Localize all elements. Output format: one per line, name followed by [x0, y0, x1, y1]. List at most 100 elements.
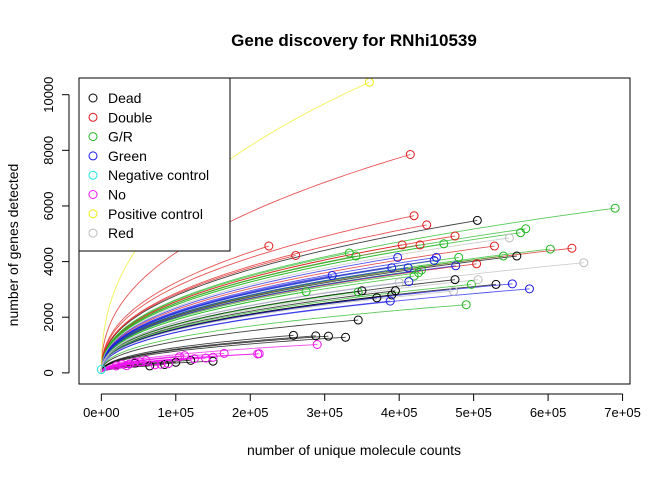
point-green-8: [507, 279, 517, 289]
point-dead-12: [288, 330, 298, 340]
point-no-5: [201, 353, 211, 363]
curve-red-2: [100, 279, 479, 373]
points-layer: [96, 77, 620, 375]
x-axis-label: number of unique molecule counts: [247, 442, 461, 458]
y-tick-label: 10000: [41, 77, 56, 113]
legend-label: Red: [108, 225, 134, 241]
point-dead-0: [512, 251, 522, 261]
x-tick-label: 0e+00: [83, 405, 120, 420]
x-tick-label: 2e+05: [232, 405, 269, 420]
point-double-1: [409, 211, 419, 221]
curve-dead-8: [100, 319, 359, 373]
legend-label: Negative control: [108, 167, 209, 183]
point-red-3: [449, 286, 459, 296]
point-g-r-8: [414, 268, 424, 278]
chart-title: Gene discovery for RNhi10539: [231, 31, 477, 50]
point-no-0: [312, 340, 322, 349]
point-no-13: [135, 357, 145, 367]
y-tick-label: 2000: [41, 303, 56, 332]
point-no-11: [150, 360, 160, 370]
point-g-r-3: [545, 244, 555, 254]
y-tick-label: 4000: [41, 247, 56, 276]
legend-marker: [88, 112, 98, 122]
curve-double-5: [100, 247, 572, 373]
point-g-r-10: [466, 279, 476, 289]
point-double-9: [291, 250, 301, 260]
point-g-r-4: [498, 251, 508, 261]
point-green-2: [429, 255, 439, 265]
point-double-4: [489, 241, 499, 251]
point-negative-control-0: [96, 365, 106, 375]
point-no-12: [141, 355, 151, 365]
point-dead-2: [450, 275, 460, 285]
curve-red-1: [100, 237, 510, 373]
curve-dead-12: [100, 334, 294, 373]
point-dead-6: [372, 293, 382, 303]
point-double-3: [450, 231, 460, 241]
y-tick-label: 8000: [41, 136, 56, 165]
curve-red-4: [100, 282, 400, 373]
legend-marker: [88, 228, 98, 238]
point-no-14: [130, 357, 140, 367]
curves-layer: [100, 81, 616, 373]
point-g-r-6: [439, 239, 449, 249]
point-double-10: [472, 259, 482, 269]
legend-marker: [88, 209, 98, 219]
legend-label: Double: [108, 109, 153, 125]
point-g-r-5: [454, 252, 464, 262]
point-dead-10: [323, 331, 333, 341]
curve-double-8: [100, 245, 270, 373]
x-tick-label: 3e+05: [306, 405, 343, 420]
point-g-r-13: [353, 287, 363, 297]
legend-label: Positive control: [108, 206, 203, 222]
curve-g-r-10: [100, 283, 472, 373]
x-tick-label: 1e+05: [158, 405, 195, 420]
point-no-9: [163, 359, 173, 369]
point-green-0: [393, 252, 403, 262]
point-double-6: [397, 240, 407, 250]
point-double-7: [415, 240, 425, 250]
point-green-1: [431, 252, 441, 262]
point-g-r-2: [516, 228, 526, 238]
point-dead-7: [357, 286, 367, 296]
point-no-18: [111, 361, 121, 371]
point-no-2: [253, 349, 263, 359]
point-g-r-15: [344, 248, 354, 258]
axes-layer: 0e+00 1e+05 2e+05 3e+05 4e+05 5e+05 6e+05 7e+05…: [41, 77, 641, 420]
point-no-7: [180, 351, 190, 361]
point-g-r-9: [409, 271, 419, 281]
x-tick-label: 5e+05: [455, 405, 492, 420]
legend-label: No: [108, 187, 126, 203]
x-tick-label: 7e+05: [604, 405, 641, 420]
x-tick-label: 6e+05: [530, 405, 567, 420]
point-red-4: [394, 277, 404, 287]
point-g-r-7: [417, 265, 427, 275]
y-tick-label: 6000: [41, 192, 56, 221]
point-double-5: [567, 243, 577, 253]
point-dead-14: [160, 360, 170, 370]
point-double-8: [264, 241, 274, 251]
legend-marker: [88, 151, 98, 161]
point-dead-8: [353, 315, 363, 325]
legend-label: Dead: [108, 90, 141, 106]
point-green-6: [327, 271, 337, 281]
point-no-3: [219, 348, 229, 358]
legend-label: G/R: [108, 129, 133, 145]
point-dead-9: [341, 332, 351, 342]
legend-label: Green: [108, 148, 147, 164]
point-g-r-12: [301, 287, 311, 297]
curve-double-9: [100, 255, 296, 373]
point-g-r-0: [610, 203, 620, 213]
point-green-7: [404, 277, 414, 287]
curve-g-r-11: [100, 304, 467, 373]
curve-double-0: [100, 154, 411, 373]
x-tick-label: 4e+05: [381, 405, 418, 420]
point-green-10: [385, 296, 395, 306]
curve-green-5: [100, 265, 456, 373]
y-tick-label: 0: [41, 369, 56, 376]
legend: Dead Double G/R Green Negative control No Posi…: [78, 77, 231, 252]
curve-green-4: [100, 267, 409, 373]
point-no-17: [117, 359, 127, 369]
curve-double-1: [100, 215, 415, 373]
